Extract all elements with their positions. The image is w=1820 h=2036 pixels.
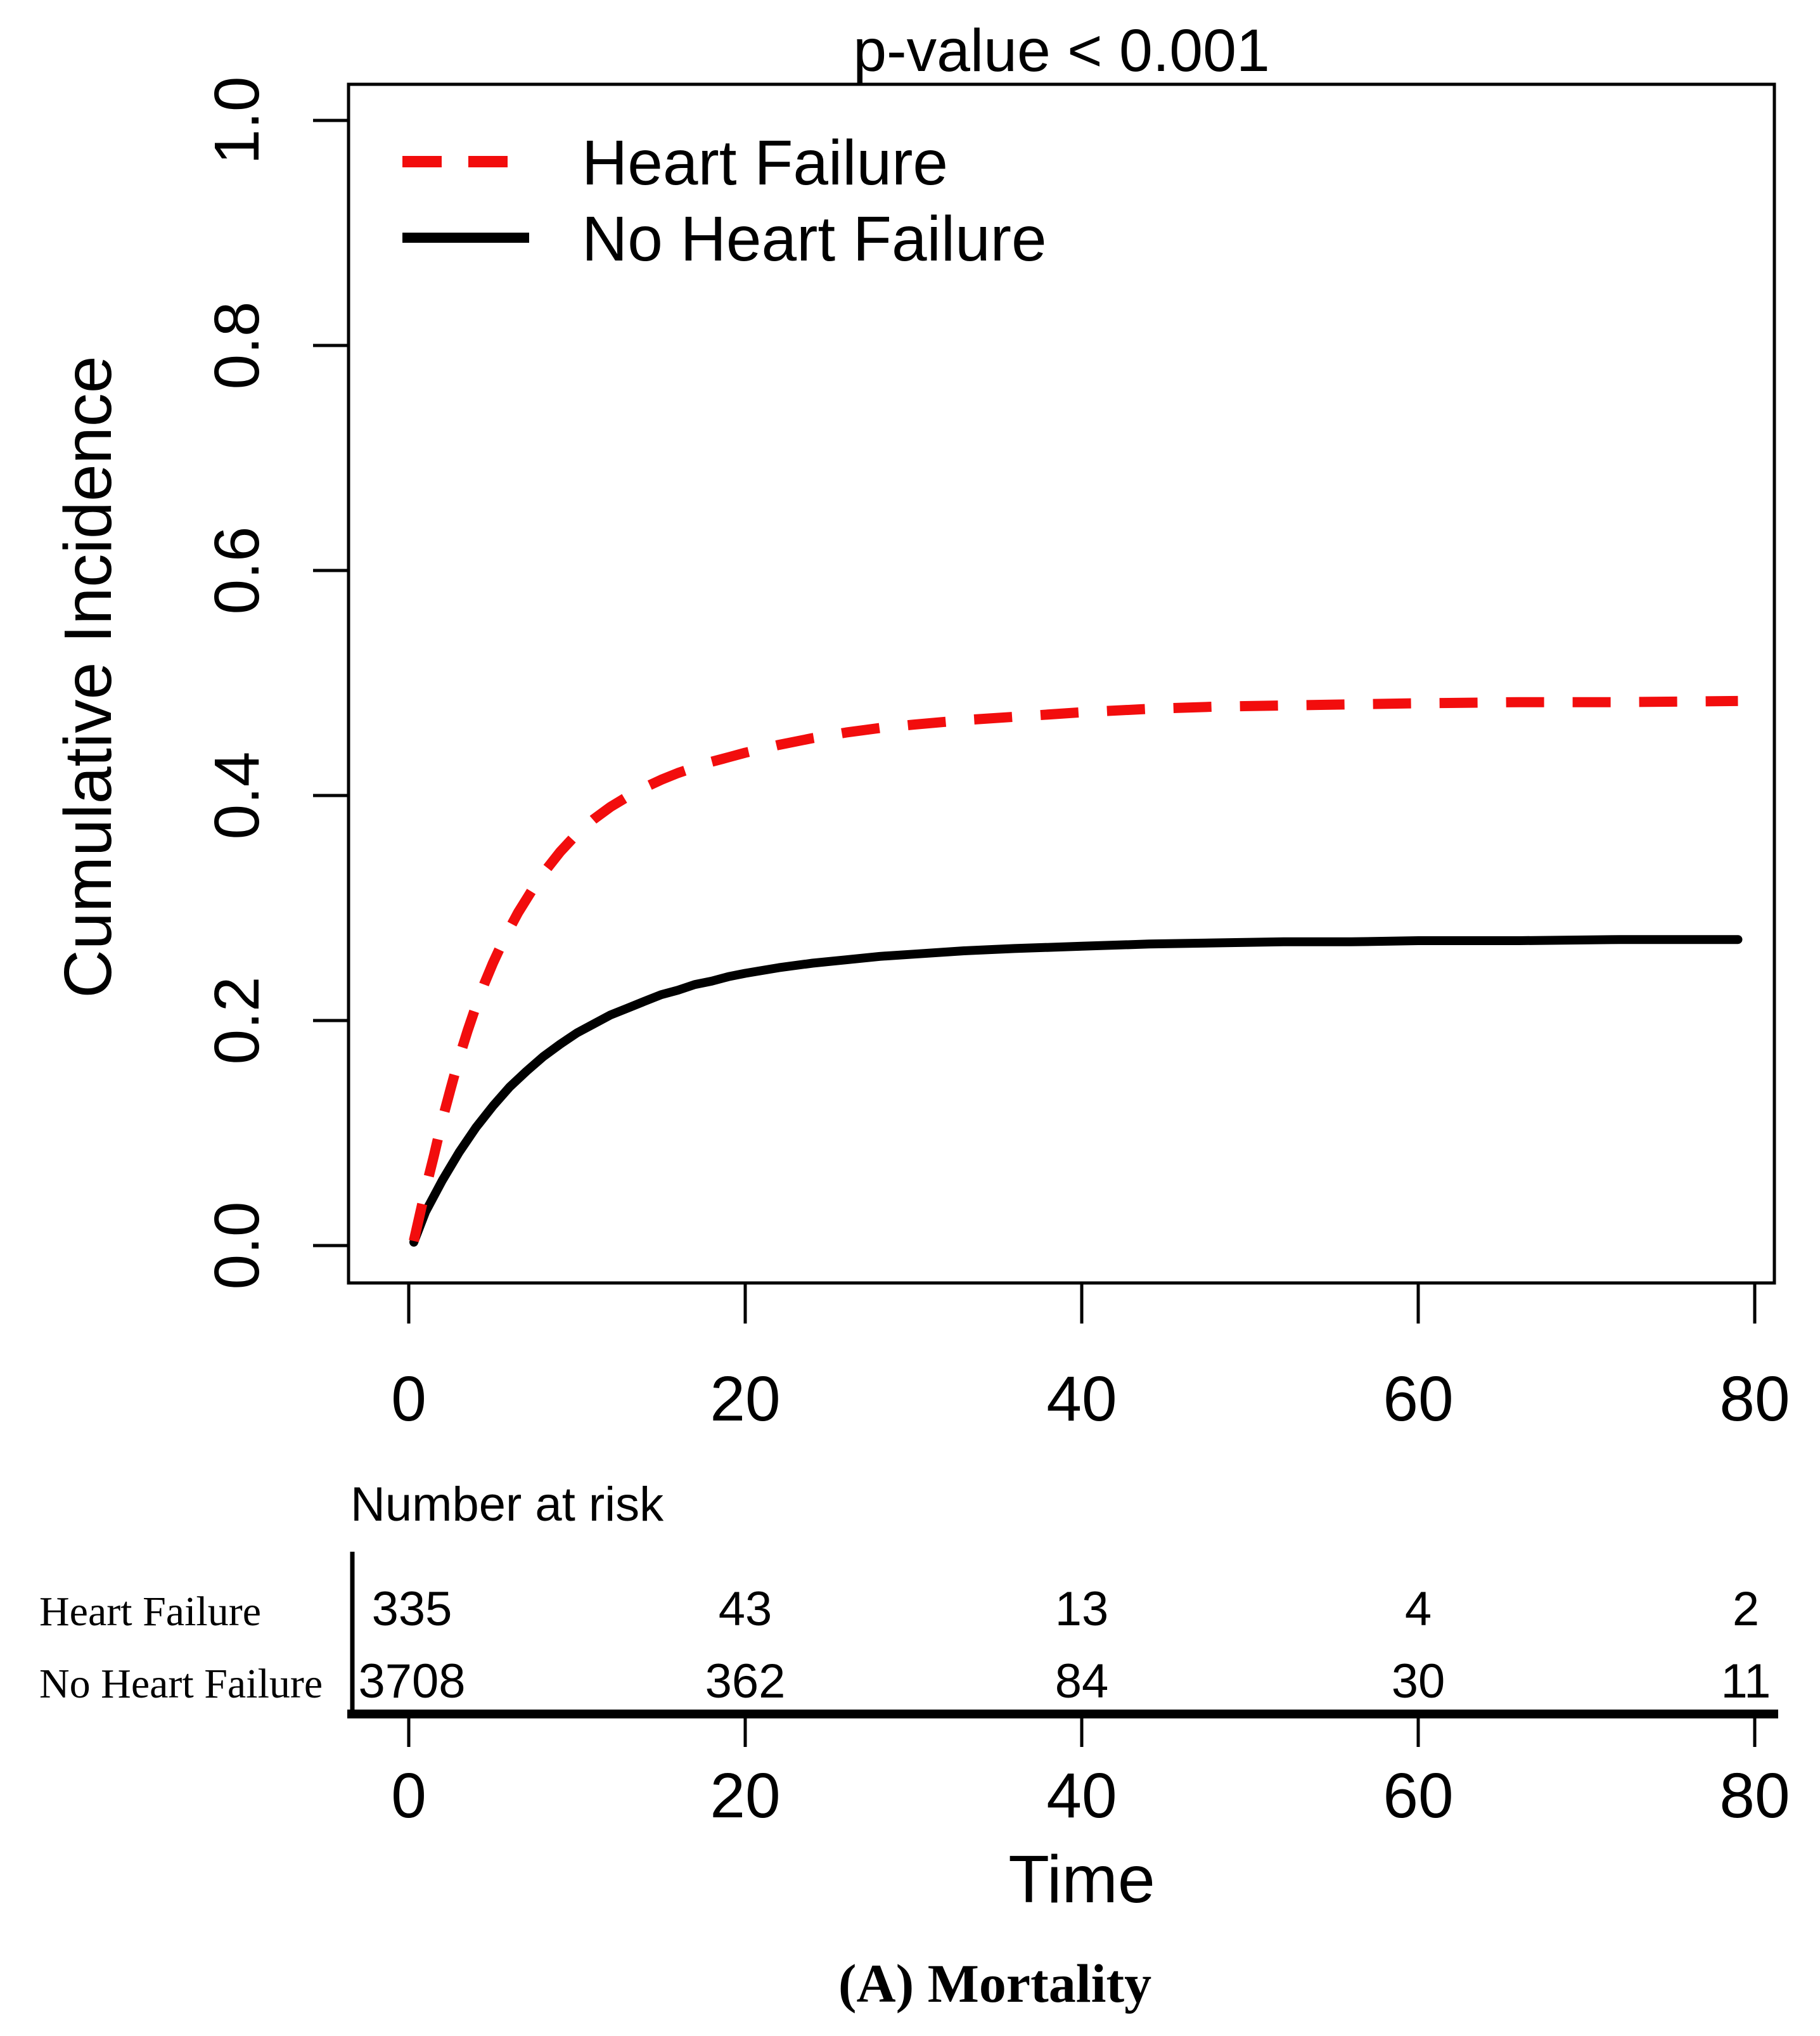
risk-value: 11 bbox=[1721, 1654, 1771, 1708]
risk-axis-tick-label: 60 bbox=[1383, 1760, 1453, 1831]
x-tick-label: 40 bbox=[1046, 1363, 1117, 1434]
x-tick-label: 80 bbox=[1719, 1363, 1790, 1434]
risk-value: 84 bbox=[1055, 1654, 1109, 1708]
y-tick-label: 0.8 bbox=[202, 301, 272, 389]
risk-axis-ticks bbox=[407, 1718, 1757, 1747]
figure-caption: (A) Mortality bbox=[838, 1953, 1151, 2014]
y-tick-label: 0.6 bbox=[202, 526, 272, 614]
risk-table-header: Number at risk bbox=[350, 1478, 664, 1531]
risk-table: Number at risk Heart Failure No Heart Fa… bbox=[39, 1478, 1790, 1917]
risk-value: 3708 bbox=[358, 1654, 465, 1708]
plot-box bbox=[347, 82, 1776, 1285]
x-tick-label: 0 bbox=[391, 1363, 426, 1434]
heart-failure-curve bbox=[409, 695, 1738, 1242]
x-tick-label: 20 bbox=[710, 1363, 780, 1434]
x-axis-title: Time bbox=[1008, 1842, 1155, 1917]
y-tick-label: 0.4 bbox=[202, 751, 272, 839]
risk-axis-tick-label: 40 bbox=[1046, 1760, 1117, 1831]
risk-value: 2 bbox=[1733, 1582, 1759, 1636]
risk-axis-tick-label: 0 bbox=[391, 1760, 426, 1831]
no-heart-failure-curve bbox=[409, 935, 1743, 1247]
risk-value: 30 bbox=[1392, 1654, 1445, 1708]
y-axis-ticks bbox=[313, 119, 349, 1247]
risk-value: 13 bbox=[1055, 1582, 1109, 1636]
risk-axis-tick-label: 80 bbox=[1719, 1760, 1790, 1831]
y-tick-label: 0.2 bbox=[202, 976, 272, 1064]
legend-label-no-heart-failure: No Heart Failure bbox=[582, 203, 1047, 274]
risk-row-label: Heart Failure bbox=[39, 1588, 261, 1635]
plot-title: p-value < 0.001 bbox=[853, 17, 1270, 84]
risk-value: 335 bbox=[372, 1582, 452, 1636]
x-axis-ticks bbox=[407, 1283, 1757, 1324]
risk-row-label: No Heart Failure bbox=[39, 1661, 323, 1707]
risk-value: 4 bbox=[1405, 1582, 1432, 1636]
risk-value: 362 bbox=[705, 1654, 786, 1708]
legend-label-heart-failure: Heart Failure bbox=[582, 127, 948, 198]
y-tick-label: 0.0 bbox=[202, 1201, 272, 1289]
legend: Heart Failure No Heart Failure bbox=[402, 127, 1047, 274]
y-axis-title: Cumulative Incidence bbox=[51, 356, 125, 998]
x-tick-label: 60 bbox=[1383, 1363, 1453, 1434]
y-tick-label: 1.0 bbox=[202, 76, 272, 164]
risk-axis-tick-label: 20 bbox=[710, 1760, 780, 1831]
risk-value: 43 bbox=[719, 1582, 772, 1636]
